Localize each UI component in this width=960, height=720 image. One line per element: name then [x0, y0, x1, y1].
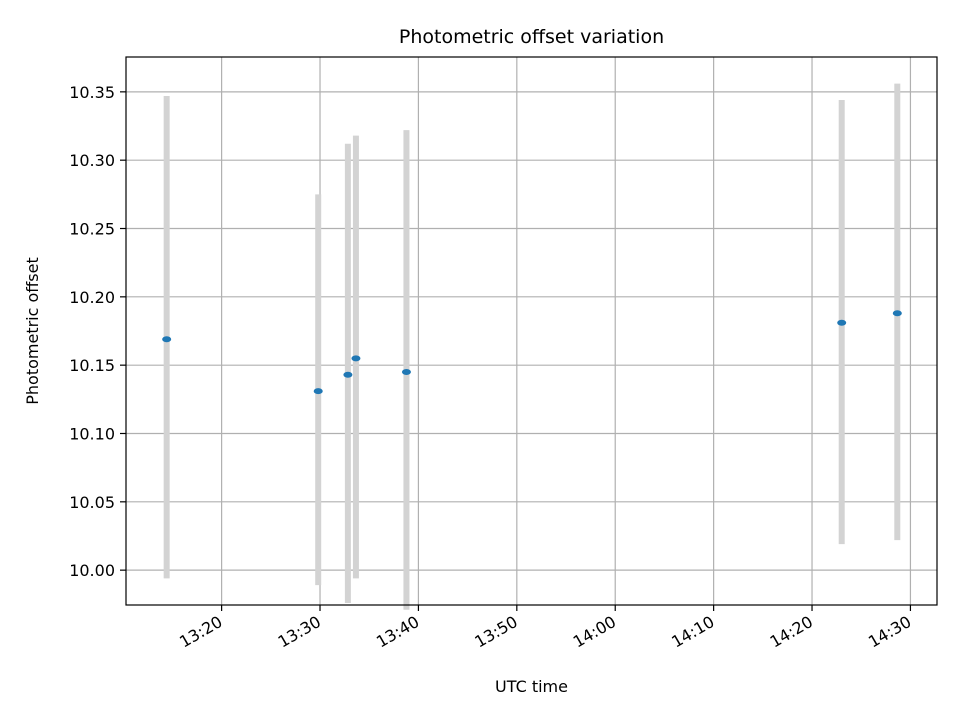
- y-tick-label: 10.25: [69, 220, 115, 239]
- y-tick-label: 10.05: [69, 493, 115, 512]
- x-axis-label: UTC time: [495, 677, 568, 696]
- grid: [126, 57, 937, 605]
- y-tick-label: 10.30: [69, 151, 115, 170]
- y-tick-label: 10.00: [69, 561, 115, 580]
- chart-title: Photometric offset variation: [399, 26, 664, 48]
- data-point: [351, 355, 361, 362]
- data-point: [162, 336, 172, 343]
- data-point: [892, 310, 902, 317]
- data-point: [343, 371, 353, 378]
- y-axis-ticks: 10.00 10.05 10.10 10.15 10.20 10.25 10.30 10.35: [69, 83, 126, 580]
- data-point: [401, 368, 411, 375]
- plot-frame: [125, 56, 938, 606]
- data-points: [162, 310, 902, 395]
- y-tick-label: 10.15: [69, 356, 115, 375]
- data-point: [313, 388, 323, 395]
- y-tick-label: 10.10: [69, 424, 115, 443]
- y-axis-label: Photometric offset: [23, 257, 42, 405]
- y-tick-label: 10.20: [69, 288, 115, 307]
- data-point: [837, 319, 847, 326]
- y-tick-label: 10.35: [69, 83, 115, 102]
